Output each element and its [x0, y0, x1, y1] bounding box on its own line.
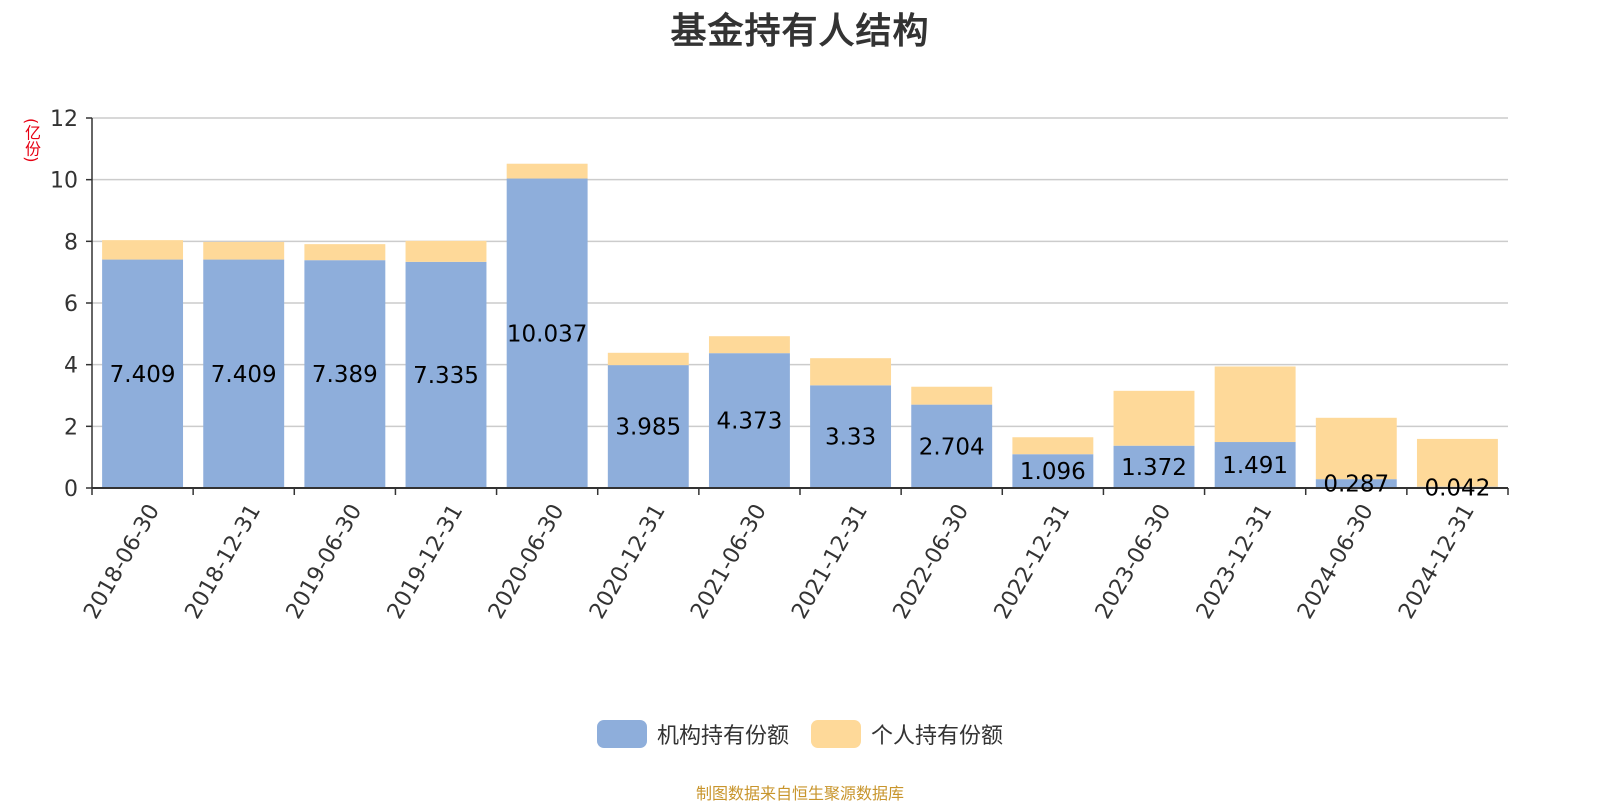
- bar-individual[interactable]: [607, 352, 689, 366]
- x-tick-label: 2020-12-31: [585, 500, 671, 623]
- bar-institutional[interactable]: [810, 385, 892, 488]
- chart-title: 基金持有人结构: [670, 11, 930, 52]
- bar-individual[interactable]: [1214, 366, 1296, 443]
- bar-institutional[interactable]: [708, 353, 790, 488]
- bars: [102, 163, 1498, 489]
- bar-institutional[interactable]: [304, 260, 386, 488]
- bar-individual[interactable]: [810, 358, 892, 386]
- bar-institutional[interactable]: [405, 261, 487, 488]
- bar-value-label: 4.373: [716, 409, 782, 435]
- x-tick-label: 2024-12-31: [1394, 500, 1480, 623]
- x-tick-label: 2021-12-31: [787, 500, 873, 623]
- bar-value-label: 0.042: [1424, 475, 1490, 501]
- bar-value-label: 10.037: [507, 321, 587, 347]
- bar-individual[interactable]: [506, 163, 588, 179]
- bar-individual[interactable]: [102, 240, 184, 260]
- bar-institutional[interactable]: [1214, 442, 1296, 488]
- y-tick-label: 8: [64, 230, 78, 255]
- bar-institutional[interactable]: [506, 178, 588, 489]
- bar-value-label: 3.33: [825, 425, 876, 451]
- y-tick-label: 0: [64, 477, 78, 502]
- legend-swatch-individual: [811, 720, 861, 748]
- bar-institutional[interactable]: [203, 259, 285, 488]
- y-tick-label: 10: [50, 169, 78, 194]
- x-tick-label: 2022-12-31: [990, 500, 1076, 623]
- x-tick-label: 2018-12-31: [180, 500, 266, 623]
- x-tick-label: 2018-06-30: [79, 500, 165, 623]
- legend-label-institutional: 机构持有份额: [656, 724, 789, 749]
- bar-value-label: 7.409: [211, 362, 277, 388]
- bar-individual[interactable]: [708, 336, 790, 354]
- bar-value-label: 1.372: [1121, 455, 1187, 481]
- y-axis-unit-label: (亿份): [22, 118, 41, 163]
- bar-individual[interactable]: [1012, 437, 1094, 455]
- bar-value-label: 2.704: [919, 434, 985, 460]
- legend: 机构持有份额 个人持有份额: [0, 718, 1600, 750]
- bar-institutional[interactable]: [102, 259, 184, 488]
- legend-item-institutional[interactable]: 机构持有份额: [596, 718, 789, 750]
- bar-individual[interactable]: [405, 240, 487, 262]
- x-tick-label: 2019-12-31: [383, 500, 469, 623]
- legend-swatch-institutional: [596, 720, 647, 748]
- bar-institutional[interactable]: [1113, 445, 1195, 488]
- y-tick-label: 12: [50, 107, 78, 132]
- bar-value-label: 1.096: [1020, 459, 1086, 485]
- data-source-note: 制图数据来自恒生聚源数据库: [695, 784, 904, 803]
- bar-value-label: 0.287: [1323, 472, 1389, 498]
- x-tick-label: 2024-06-30: [1293, 500, 1379, 623]
- bar-value-label: 3.985: [615, 415, 681, 441]
- y-tick-label: 4: [64, 354, 78, 379]
- y-tick-label: 2: [64, 415, 78, 440]
- bar-individual[interactable]: [203, 241, 285, 260]
- bar-value-label: 7.409: [110, 362, 176, 388]
- bar-value-label: 7.335: [413, 363, 479, 389]
- bar-individual[interactable]: [304, 244, 386, 261]
- bar-individual[interactable]: [1113, 390, 1195, 446]
- bar-institutional[interactable]: [607, 365, 689, 488]
- bar-individual[interactable]: [911, 386, 993, 405]
- x-tick-label: 2023-06-30: [1091, 500, 1177, 623]
- y-tick-label: 6: [64, 292, 78, 317]
- bar-institutional[interactable]: [911, 404, 993, 488]
- legend-item-individual[interactable]: 个人持有份额: [811, 718, 1003, 750]
- x-tick-label: 2022-06-30: [888, 500, 974, 623]
- x-tick-label: 2020-06-30: [484, 500, 570, 623]
- x-tick-label: 2023-12-31: [1192, 500, 1278, 623]
- x-tick-label: 2019-06-30: [282, 500, 368, 623]
- bar-value-label: 1.491: [1222, 453, 1288, 479]
- bar-individual[interactable]: [1416, 438, 1498, 487]
- bar-value-label: 7.389: [312, 362, 378, 388]
- bar-individual[interactable]: [1315, 417, 1397, 480]
- legend-label-individual: 个人持有份额: [871, 724, 1004, 749]
- x-tick-label: 2021-06-30: [686, 500, 772, 623]
- bar-institutional[interactable]: [1012, 454, 1094, 488]
- bar-institutional[interactable]: [1315, 479, 1397, 488]
- data-labels: 7.409 7.409 7.389 7.335 10.037 3.985 4.373 3.33…: [110, 321, 1491, 501]
